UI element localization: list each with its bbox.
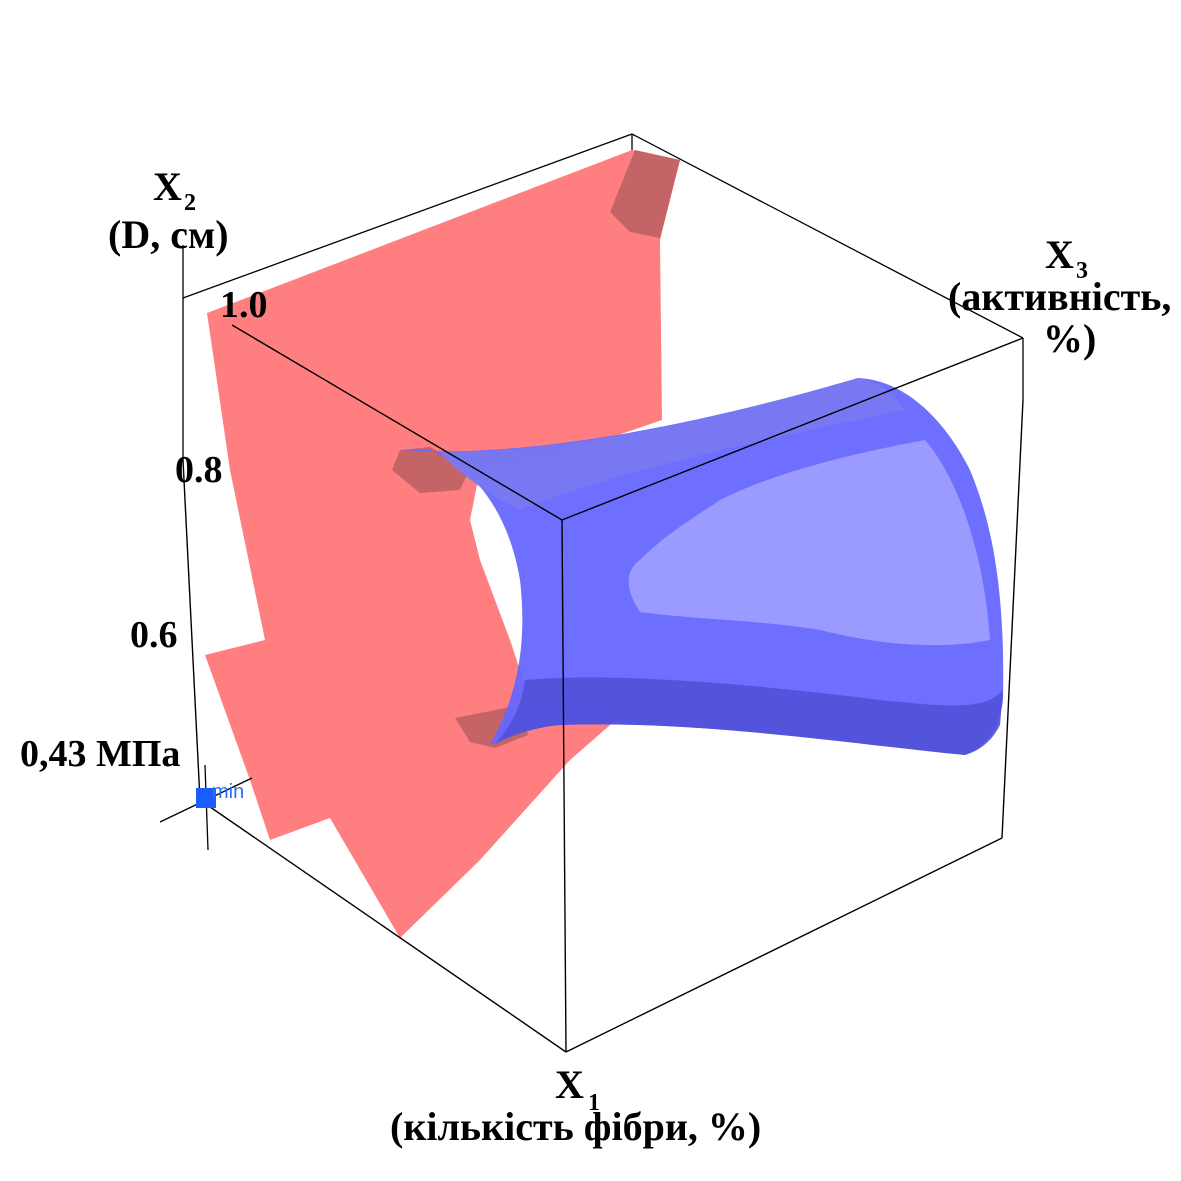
x2-tick-label: 0.8: [175, 449, 223, 491]
x2-tick-label: 0.6: [130, 614, 178, 656]
x3-label-line1: (активність,: [948, 274, 1171, 319]
min-marker-tag: min: [212, 781, 244, 803]
x2-axis-title: X 2 (D, см): [108, 164, 229, 257]
x2-index: 2: [184, 190, 196, 216]
marker-value-label: 0,43 МПа: [20, 733, 180, 775]
blue-isosurface: [400, 378, 1004, 755]
x3-index: 3: [1076, 258, 1088, 284]
x2-tick-labels: 0.6 0.8 1.0: [130, 284, 268, 656]
box-front-edges: [182, 324, 1024, 1053]
red-isosurface: [205, 150, 680, 938]
x2-label: (D, см): [108, 212, 229, 257]
x3-axis-title: X 3 (активність, %): [948, 232, 1171, 361]
x1-axis-title: X 1 (кількість фібри, %): [390, 1062, 761, 1149]
x2-symbol: X: [153, 164, 182, 209]
blue-surface-bottom-band: [495, 677, 1003, 755]
red-surface-main: [205, 150, 680, 938]
blue-surface-top-band: [440, 378, 905, 510]
x1-index: 1: [588, 1090, 600, 1116]
min-marker: min: [159, 764, 253, 851]
x1-label: (кількість фібри, %): [390, 1104, 761, 1149]
red-surface-shade-top: [610, 150, 680, 238]
x1-symbol: X: [555, 1062, 584, 1107]
x3-symbol: X: [1045, 232, 1074, 277]
blue-surface-light: [628, 440, 990, 646]
box-back-edges: [182, 133, 1024, 460]
x2-tick-label: 1.0: [220, 284, 268, 326]
min-marker-square: [196, 788, 216, 808]
x3-label-line2: %): [1043, 316, 1096, 361]
